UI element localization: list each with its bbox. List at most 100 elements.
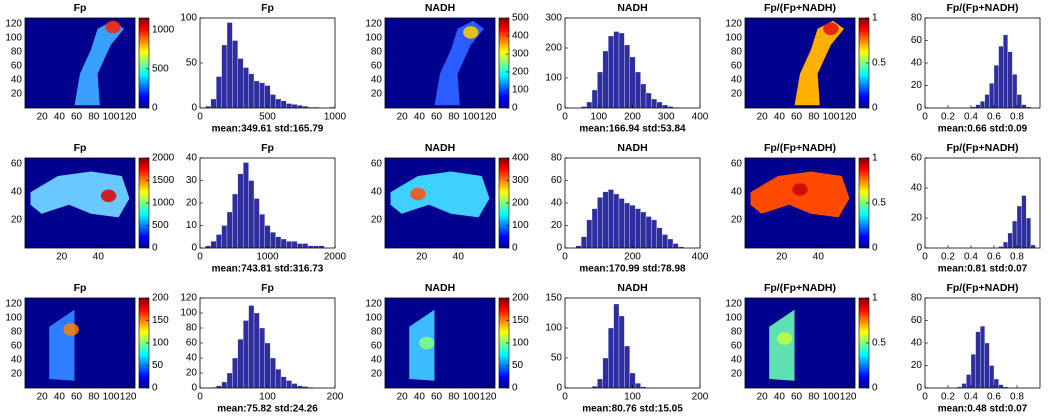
histogram-bar <box>297 243 303 249</box>
x-tick-label: 0 <box>562 252 568 263</box>
y-tick-label: 50 <box>551 353 563 364</box>
x-axis-label: mean:0.66 std:0.09 <box>938 124 1028 135</box>
histogram-bar <box>243 67 249 109</box>
histogram-bar <box>651 219 657 249</box>
y-tick-label: 40 <box>11 75 23 86</box>
y-tick-label: 20 <box>186 368 198 379</box>
colorbar-tick-label: 500 <box>152 220 169 231</box>
colorbar <box>498 17 510 109</box>
histogram-bar <box>586 101 593 109</box>
x-tick-label: 120 <box>480 112 497 123</box>
x-tick-label: 20 <box>397 112 409 123</box>
y-tick-label: 300 <box>545 13 562 24</box>
x-tick-label: 1000 <box>324 112 347 123</box>
panel-title: Fp <box>261 282 274 294</box>
y-tick-label: 80 <box>911 13 923 24</box>
y-tick-label: 0 <box>191 383 197 394</box>
colorbar-tick-label: 200 <box>512 67 529 78</box>
x-tick-label: 0.2 <box>941 112 955 123</box>
y-tick-label: 100 <box>545 73 562 84</box>
colorbar-tick-label: 100 <box>512 220 529 231</box>
panel-title: Fp/(Fp+NADH) <box>764 282 836 294</box>
histogram-bar <box>275 98 282 109</box>
x-tick-label: 100 <box>823 112 840 123</box>
y-tick-label: 100 <box>365 312 382 323</box>
histogram-bar <box>270 232 276 249</box>
x-tick-label: 0.4 <box>964 392 978 403</box>
hot-spot <box>792 183 808 196</box>
x-tick-label: 0.4 <box>964 112 978 123</box>
histogram-bar <box>645 92 652 109</box>
axes-frame <box>24 157 136 249</box>
axes-frame <box>744 297 856 389</box>
histogram-bar <box>984 94 990 109</box>
axes-frame <box>384 297 496 389</box>
histogram-bar <box>291 104 298 109</box>
x-tick-label: 200 <box>327 392 344 403</box>
panel-title: Fp/(Fp+NADH) <box>946 142 1018 154</box>
colorbar-tick-label: 500 <box>512 13 529 24</box>
histogram-bar <box>232 193 238 249</box>
image-background <box>745 298 855 388</box>
histogram-bar <box>226 22 233 109</box>
histogram-bar <box>984 342 990 389</box>
histogram-bar <box>640 83 647 109</box>
y-tick-label: 20 <box>371 369 383 380</box>
y-tick-label: 30 <box>186 175 198 186</box>
histogram-bar <box>635 383 641 389</box>
x-axis-label: mean:349.61 std:165.79 <box>212 124 324 135</box>
histogram-bar <box>640 211 647 249</box>
histogram-bar <box>597 378 603 389</box>
histogram-bar <box>1007 51 1013 109</box>
x-tick-label: 80 <box>448 112 460 123</box>
histogram-bar <box>237 58 244 109</box>
x-tick-label: 80 <box>448 392 460 403</box>
y-tick-label: 40 <box>371 75 383 86</box>
y-tick-label: 100 <box>725 312 742 323</box>
histogram-bar <box>613 193 620 249</box>
y-tick-label: 80 <box>911 293 923 304</box>
histogram-bar <box>210 98 217 109</box>
histogram-bar <box>221 225 228 249</box>
x-tick-label: 0.6 <box>987 112 1001 123</box>
x-axis-label: mean:80.76 std:15.05 <box>582 404 683 415</box>
colorbar-tick-label: 150 <box>152 315 169 326</box>
panel-title: Fp/(Fp+NADH) <box>764 2 836 14</box>
histogram-bar <box>618 198 625 249</box>
y-tick-label: 20 <box>731 215 743 226</box>
y-tick-label: 40 <box>731 355 743 366</box>
y-tick-label: 80 <box>371 46 383 57</box>
histogram-bar <box>980 325 985 389</box>
panel-title: Fp <box>74 2 87 14</box>
y-tick-label: 60 <box>551 175 563 186</box>
axes-frame <box>24 297 136 389</box>
x-tick-label: 100 <box>259 392 276 403</box>
x-tick-label: 400 <box>692 112 709 123</box>
histogram-bar <box>970 354 976 389</box>
specimen <box>74 20 124 106</box>
panel-title: NADH <box>425 2 455 14</box>
histogram-bar <box>613 303 620 389</box>
y-tick-label: 40 <box>371 355 383 366</box>
histogram-bar <box>302 243 309 249</box>
y-tick-label: 80 <box>731 326 743 337</box>
specimen <box>434 20 484 106</box>
x-tick-label: 80 <box>88 392 100 403</box>
histogram-bar <box>232 357 238 389</box>
x-tick-label: 100 <box>463 392 480 403</box>
y-tick-label: 20 <box>186 198 198 209</box>
x-axis-label: mean:0.48 std:0.07 <box>938 404 1028 415</box>
y-tick-label: 40 <box>911 338 923 349</box>
x-axis-label: mean:75.82 std:24.26 <box>217 404 318 415</box>
histogram-bar <box>1003 34 1008 109</box>
y-tick-label: 0 <box>191 243 197 254</box>
x-tick-label: 0.2 <box>941 252 955 263</box>
histogram-bar <box>243 320 249 389</box>
x-tick-label: 0.8 <box>1010 252 1024 263</box>
histogram-bar <box>608 327 614 389</box>
x-tick-label: 40 <box>414 112 426 123</box>
colorbar-tick-label: 0.5 <box>872 58 886 69</box>
x-tick-label: 60 <box>791 112 803 123</box>
x-tick-label: 80 <box>88 112 100 123</box>
histogram-bar <box>286 241 292 249</box>
